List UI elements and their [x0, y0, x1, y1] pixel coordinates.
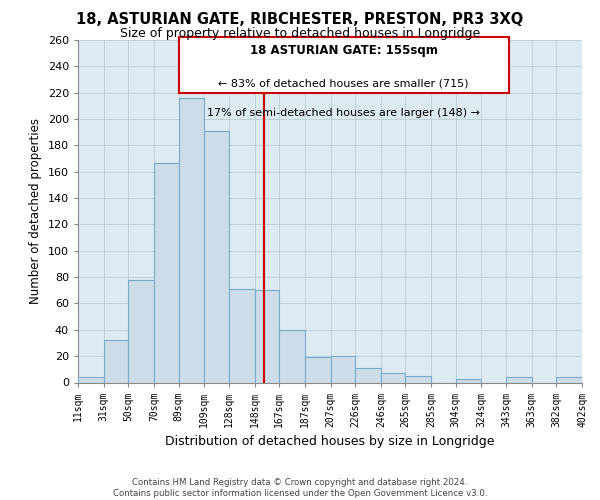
Bar — [506, 377, 532, 382]
Bar — [128, 280, 154, 382]
Bar — [406, 376, 431, 382]
Text: 17% of semi-detached houses are larger (148) →: 17% of semi-detached houses are larger (… — [207, 108, 480, 118]
Bar — [381, 374, 406, 382]
Bar — [205, 131, 229, 382]
Bar — [556, 377, 582, 382]
Bar — [179, 98, 205, 382]
X-axis label: Distribution of detached houses by size in Longridge: Distribution of detached houses by size … — [165, 435, 495, 448]
Bar — [455, 378, 481, 382]
Text: ← 83% of detached houses are smaller (715): ← 83% of detached houses are smaller (71… — [218, 78, 469, 88]
Bar — [355, 368, 381, 382]
FancyBboxPatch shape — [179, 38, 509, 92]
Bar — [78, 377, 104, 382]
Bar — [331, 356, 355, 382]
Bar — [154, 162, 179, 382]
Text: Size of property relative to detached houses in Longridge: Size of property relative to detached ho… — [120, 28, 480, 40]
Bar — [104, 340, 128, 382]
Text: Contains HM Land Registry data © Crown copyright and database right 2024.
Contai: Contains HM Land Registry data © Crown c… — [113, 478, 487, 498]
Text: 18 ASTURIAN GATE: 155sqm: 18 ASTURIAN GATE: 155sqm — [250, 44, 437, 57]
Text: 18, ASTURIAN GATE, RIBCHESTER, PRESTON, PR3 3XQ: 18, ASTURIAN GATE, RIBCHESTER, PRESTON, … — [76, 12, 524, 28]
Bar — [229, 289, 254, 382]
Bar — [279, 330, 305, 382]
Bar — [254, 290, 279, 382]
Bar — [305, 358, 331, 382]
Y-axis label: Number of detached properties: Number of detached properties — [29, 118, 42, 304]
